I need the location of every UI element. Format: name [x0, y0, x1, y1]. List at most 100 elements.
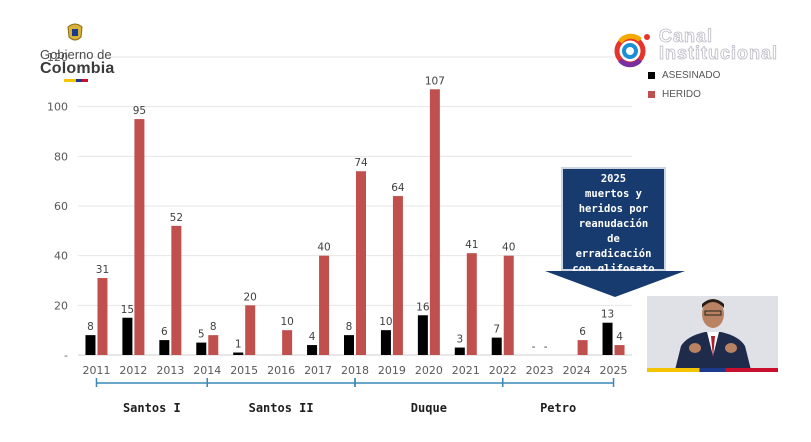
x-tick-label: 2022	[489, 364, 517, 377]
canal-institucional-logo-icon	[612, 30, 656, 68]
chart-legend: ASESINADO HERIDO	[648, 66, 720, 104]
callout-arrow	[545, 271, 685, 297]
bar-herido	[356, 171, 366, 355]
legend-swatch-herido	[648, 91, 655, 98]
bar-asesinado	[122, 317, 133, 355]
data-label-herido: 40	[502, 242, 515, 254]
x-tick-label: 2013	[156, 364, 184, 377]
x-tick-label: 2024	[563, 364, 591, 377]
bar-asesinado	[85, 335, 96, 355]
data-label-asesinado: 15	[121, 304, 134, 316]
bar-herido	[577, 340, 588, 355]
y-tick-label: 40	[54, 250, 68, 263]
data-label-asesinado: 6	[161, 326, 168, 338]
data-label-herido: -	[544, 341, 548, 353]
data-label-asesinado: 16	[416, 301, 430, 313]
x-tick-label: 2016	[267, 364, 295, 377]
bar-herido	[282, 330, 293, 355]
sign-language-interpreter-video	[647, 296, 778, 370]
callout-line: de	[607, 233, 620, 245]
callout-line: erradicación	[575, 248, 652, 260]
data-label-herido: 95	[133, 105, 146, 117]
data-label-asesinado: 5	[198, 329, 205, 341]
bar-herido	[97, 278, 108, 355]
callout-line: muertos y	[585, 188, 642, 200]
data-label-asesinado: 3	[456, 334, 463, 346]
bar-asesinado	[417, 315, 428, 355]
callout-line: reanudación	[578, 218, 649, 230]
bar-herido	[134, 119, 145, 355]
y-tick-label: 60	[54, 200, 68, 213]
bar-herido	[245, 305, 256, 355]
x-tick-label: 2011	[82, 364, 110, 377]
channel-line-1: Canal	[659, 26, 714, 46]
x-tick-label: 2019	[378, 364, 406, 377]
gov-logo-big-text: Colombia	[40, 60, 115, 77]
x-tick-label: 2023	[526, 364, 554, 377]
data-label-herido: 6	[579, 326, 586, 338]
data-label-herido: 52	[170, 212, 183, 224]
data-label-asesinado: 7	[493, 324, 500, 336]
bar-herido	[171, 225, 182, 355]
data-label-herido: 4	[616, 331, 623, 343]
interpreter-figure	[647, 296, 778, 370]
bar-asesinado	[491, 337, 502, 355]
data-label-herido: 41	[465, 239, 478, 251]
x-tick-label: 2012	[119, 364, 147, 377]
data-label-herido: 20	[244, 291, 257, 303]
data-label-herido: 64	[391, 182, 405, 194]
bar-asesinado	[380, 330, 391, 355]
group-label: Santos II	[249, 401, 314, 415]
y-tick-label: 120	[47, 51, 68, 64]
data-label-asesinado: 10	[379, 316, 392, 328]
group-label: Petro	[540, 401, 576, 415]
legend-item-herido: HERIDO	[648, 85, 720, 104]
legend-label-herido: HERIDO	[662, 89, 701, 100]
data-label-herido: 74	[354, 157, 368, 169]
data-label-herido: 8	[210, 321, 217, 333]
bar-asesinado	[196, 342, 207, 355]
x-tick-label: 2025	[600, 364, 628, 377]
x-tick-label: 2015	[230, 364, 258, 377]
bar-herido	[503, 255, 514, 355]
data-label-herido: 107	[425, 75, 445, 87]
data-label-herido: 10	[280, 316, 293, 328]
bar-herido	[392, 196, 403, 355]
y-tick-label: 20	[54, 299, 68, 312]
bar-asesinado	[454, 347, 465, 355]
x-tick-label: 2021	[452, 364, 480, 377]
bar-asesinado	[159, 340, 170, 355]
y-tick-label: 80	[54, 150, 68, 163]
bar-asesinado	[344, 335, 354, 355]
bar-herido	[466, 253, 477, 355]
bar-herido	[208, 335, 219, 355]
channel-name: Canal Institucional	[659, 26, 779, 63]
data-label-asesinado: 4	[309, 331, 316, 343]
callout-box: 2025 muertos y heridos por reanudación d…	[561, 167, 666, 275]
x-tick-label: 2017	[304, 364, 332, 377]
data-label-asesinado: 13	[601, 309, 614, 321]
legend-item-asesinado: ASESINADO	[648, 66, 720, 85]
y-tick-label: 100	[47, 101, 68, 114]
bar-herido	[429, 89, 440, 356]
gov-logo-small-text: Gobierno de	[40, 47, 112, 62]
bar-herido	[319, 255, 330, 355]
legend-label-asesinado: ASESINADO	[662, 70, 721, 81]
bar-herido	[614, 345, 625, 355]
bar-asesinado	[307, 345, 318, 355]
interpreter-color-bar	[647, 368, 778, 372]
x-tick-label: 2018	[341, 364, 369, 377]
data-label-asesinado: 8	[87, 321, 94, 333]
coat-of-arms-icon	[64, 21, 86, 45]
bar-asesinado	[602, 322, 613, 355]
callout-line: heridos por	[578, 203, 649, 215]
group-label: Santos I	[123, 401, 181, 415]
group-label: Duque	[411, 401, 447, 415]
data-label-asesinado: 8	[346, 321, 353, 333]
channel-line-2: Institucional	[659, 43, 779, 63]
x-tick-label: 2014	[193, 364, 221, 377]
data-label-asesinado: -	[532, 341, 536, 353]
bar-asesinado	[233, 352, 244, 355]
flag-line	[64, 79, 88, 82]
